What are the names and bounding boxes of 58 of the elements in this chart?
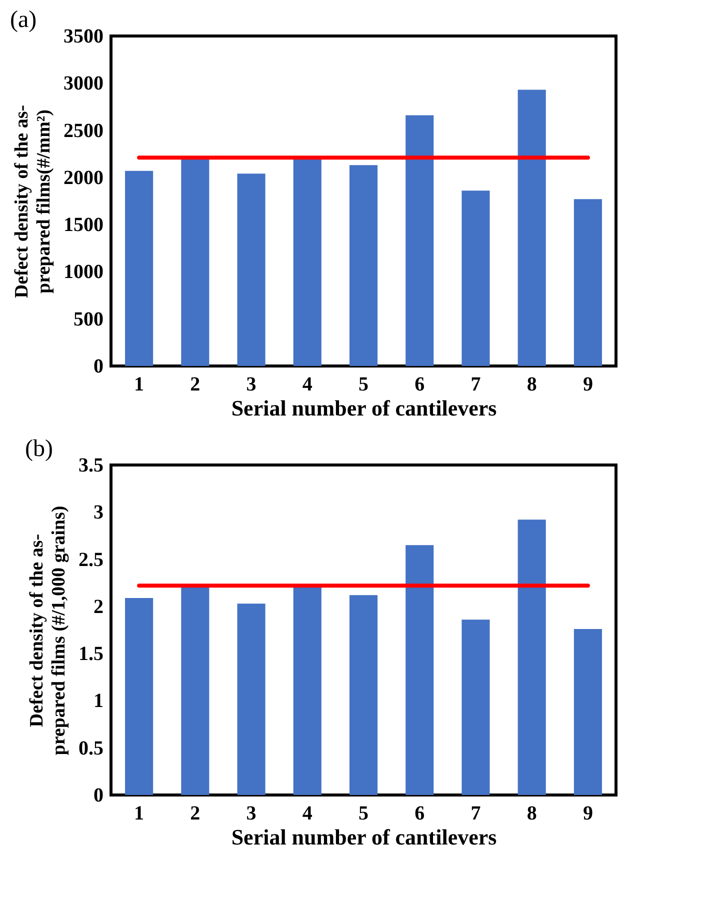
y-tick-label: 2000	[64, 166, 104, 189]
x-tick-label: 1	[134, 802, 144, 824]
bar	[125, 598, 154, 795]
bar	[462, 190, 490, 366]
bar	[293, 158, 322, 366]
x-tick-label: 4	[302, 374, 312, 396]
y-tick-label: 2500	[64, 120, 104, 142]
bar	[462, 620, 490, 795]
bar	[574, 199, 602, 366]
y-tick-label: 3000	[64, 72, 104, 95]
bar	[406, 545, 434, 795]
x-axis-title: Serial number of cantilevers	[231, 396, 498, 420]
x-tick-label: 6	[414, 374, 425, 396]
bar	[293, 586, 322, 795]
x-tick-label: 2	[190, 374, 200, 396]
y-tick-label: 3500	[64, 26, 104, 48]
bar	[125, 170, 154, 366]
y-tick-label: 0	[94, 356, 104, 378]
y-tick-label: 2	[94, 596, 104, 618]
x-tick-label: 3	[246, 374, 256, 396]
y-tick-label: 1000	[64, 261, 104, 284]
x-tick-label: 1	[134, 374, 144, 396]
y-axis-title: Defect density of the as-prepared films (#/1,000 grains)	[26, 506, 70, 756]
bar	[349, 165, 378, 366]
y-tick-label: 1500	[64, 214, 104, 236]
y-tick-label: 500	[74, 308, 104, 330]
y-tick-label: 3	[94, 502, 104, 524]
x-tick-label: 5	[358, 802, 368, 824]
y-tick-label: 1.5	[78, 643, 104, 666]
bar	[518, 90, 546, 366]
x-tick-label: 8	[526, 374, 537, 396]
x-tick-label: 2	[190, 802, 200, 824]
y-tick-label: 0.5	[78, 737, 104, 760]
bar	[237, 604, 266, 795]
y-tick-label: 1	[94, 690, 104, 712]
bar	[349, 595, 378, 795]
bar	[406, 115, 434, 366]
bar	[181, 158, 210, 366]
y-tick-label: 2.5	[78, 548, 104, 571]
x-axis-title: Serial number of cantilevers	[231, 824, 498, 850]
y-tick-label: 3.5	[78, 454, 104, 476]
text: (b)	[25, 436, 53, 462]
x-tick-label: 4	[302, 802, 312, 824]
bar	[574, 629, 602, 795]
x-tick-label: 7	[470, 802, 481, 824]
x-tick-label: 3	[246, 802, 256, 824]
x-tick-label: 9	[582, 802, 593, 824]
text: (a)	[10, 7, 37, 33]
bar	[237, 174, 266, 366]
x-tick-label: 9	[582, 374, 593, 396]
x-tick-label: 5	[358, 374, 368, 396]
bar	[518, 520, 546, 795]
y-axis-title: Defect density of the as-prepared films(#/mm²)	[12, 104, 54, 298]
y-tick-label: 0	[94, 784, 104, 806]
x-tick-label: 8	[526, 802, 537, 824]
x-tick-label: 7	[470, 374, 481, 396]
bar	[181, 586, 210, 795]
x-tick-label: 6	[414, 802, 425, 824]
